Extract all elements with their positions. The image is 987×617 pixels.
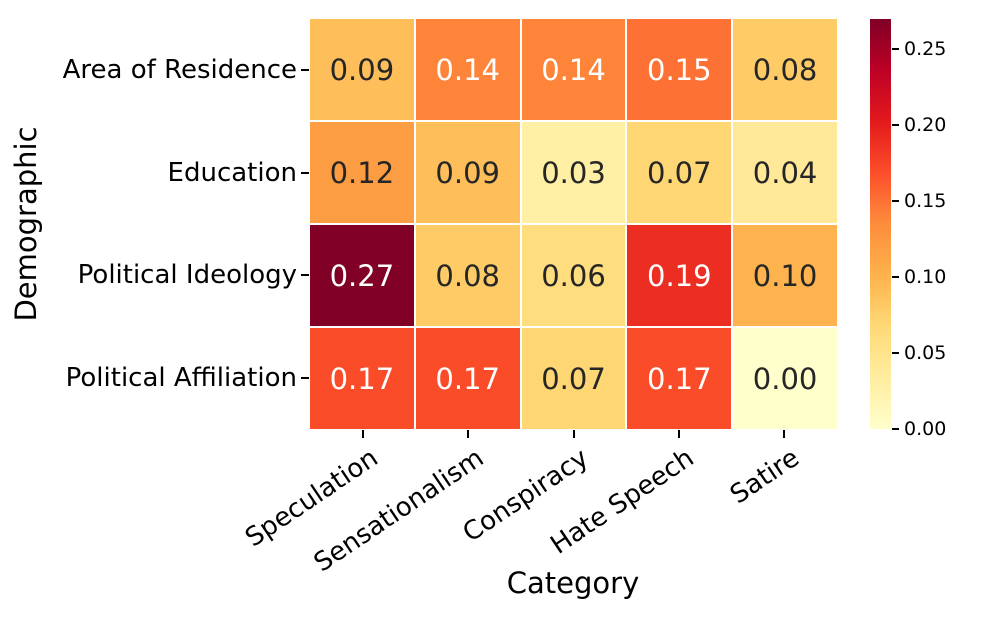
x-axis-label-text: Category (506, 566, 640, 600)
heatmap-cell: 0.07 (627, 122, 732, 223)
x-tick-mark (783, 430, 786, 438)
colorbar (870, 19, 891, 429)
cell-value: 0.17 (329, 361, 395, 396)
colorbar-tick-mark (892, 276, 899, 279)
x-tick-mark (361, 430, 364, 438)
cell-value: 0.06 (541, 258, 606, 293)
x-tick-mark (677, 430, 680, 438)
colorbar-tick-mark (892, 48, 899, 51)
cell-value: 0.04 (752, 155, 818, 190)
y-axis-label-text: Demographic (9, 126, 43, 322)
heatmap-cell: 0.17 (310, 328, 414, 429)
cell-value: 0.08 (752, 52, 818, 87)
heatmap-cell: 0.08 (733, 19, 837, 120)
y-tick-mark (301, 171, 309, 174)
y-tick-mark (301, 69, 309, 72)
cell-value: 0.09 (329, 52, 395, 87)
heatmap-cell: 0.08 (415, 225, 520, 326)
heatmap-cell: 0.10 (733, 225, 837, 326)
heatmap-cell: 0.04 (733, 122, 837, 223)
heatmap-grid: 0.09 0.14 0.14 0.15 0.08 0.12 0.09 0.03 0.07 0.04… (310, 19, 837, 429)
heatmap-cell: 0.09 (310, 19, 414, 120)
cell-value: 0.15 (647, 52, 712, 87)
x-tick-label: Satire (388, 443, 805, 510)
colorbar-tick-mark (892, 352, 899, 355)
heatmap-cell: 0.14 (415, 19, 520, 120)
x-tick-mark (572, 430, 575, 438)
colorbar-tick-mark (892, 124, 899, 127)
heatmap-cell: 0.09 (415, 122, 520, 223)
colorbar-tick-label: 0.15 (904, 190, 947, 213)
cell-value: 0.07 (647, 155, 712, 190)
colorbar-tick-mark (892, 200, 899, 203)
heatmap-cell: 0.17 (415, 328, 520, 429)
cell-value: 0.17 (647, 361, 712, 396)
y-tick-label: Political Ideology (77, 260, 297, 291)
heatmap-cell: 0.07 (521, 328, 626, 429)
heatmap-cell: 0.06 (521, 225, 626, 326)
cell-value: 0.17 (435, 361, 500, 396)
y-tick-label: Education (167, 157, 297, 188)
colorbar-tick-label: 0.25 (904, 38, 947, 61)
y-tick-mark (301, 376, 309, 379)
y-tick-mark (301, 274, 309, 277)
cell-value: 0.03 (541, 155, 606, 190)
cell-value: 0.00 (752, 361, 818, 396)
y-tick-label: Political Affiliation (65, 362, 297, 393)
heatmap-cell: 0.00 (733, 328, 837, 429)
colorbar-tick-label: 0.05 (904, 342, 947, 365)
cell-value: 0.07 (541, 361, 606, 396)
x-tick-label-text: Satire (725, 443, 806, 511)
heatmap-cell: 0.12 (310, 122, 414, 223)
heatmap-cell: 0.03 (521, 122, 626, 223)
colorbar-tick-label: 0.10 (904, 266, 947, 289)
cell-value: 0.14 (435, 52, 500, 87)
heatmap-cell: 0.17 (627, 328, 732, 429)
cell-value: 0.09 (435, 155, 500, 190)
heatmap-cell: 0.14 (521, 19, 626, 120)
colorbar-tick-mark (892, 428, 899, 430)
heatmap-cell: 0.27 (310, 225, 414, 326)
y-tick-label: Area of Residence (62, 55, 297, 86)
cell-value: 0.08 (435, 258, 500, 293)
heatmap-cell: 0.15 (627, 19, 732, 120)
cell-value: 0.19 (647, 258, 712, 293)
cell-value: 0.12 (329, 155, 395, 190)
heatmap-cell: 0.19 (627, 225, 732, 326)
colorbar-tick-label: 0.20 (904, 114, 947, 137)
cell-value: 0.14 (541, 52, 606, 87)
colorbar-tick-label: 0.00 (904, 418, 947, 440)
cell-value: 0.27 (329, 258, 395, 293)
x-tick-mark (467, 430, 470, 438)
cell-value: 0.10 (752, 258, 818, 293)
